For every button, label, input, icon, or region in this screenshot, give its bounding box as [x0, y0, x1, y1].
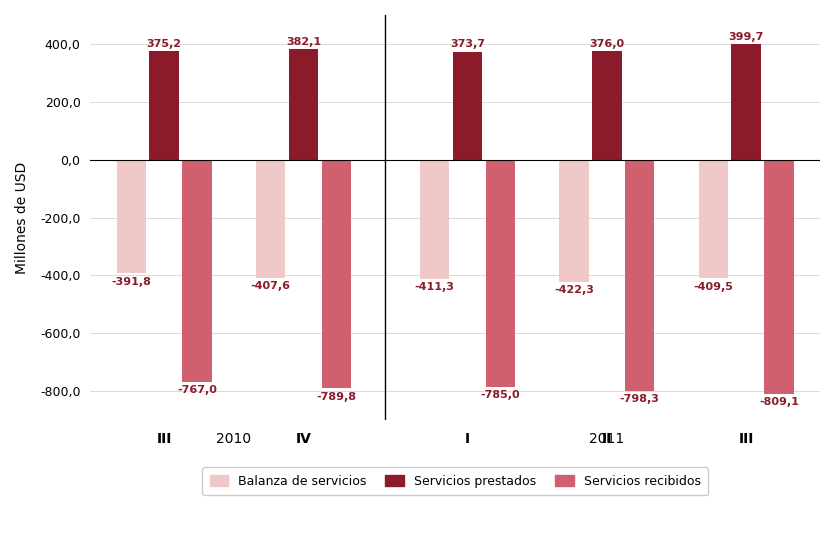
- Bar: [731, 44, 761, 160]
- Legend: Balanza de servicios, Servicios prestados, Servicios recibidos: Balanza de servicios, Servicios prestado…: [202, 467, 708, 495]
- Text: 376,0: 376,0: [590, 39, 625, 49]
- Text: 375,2: 375,2: [147, 39, 182, 49]
- Y-axis label: Millones de USD: Millones de USD: [15, 161, 29, 274]
- Bar: [149, 51, 179, 160]
- Text: 2010: 2010: [216, 432, 251, 446]
- Text: -422,3: -422,3: [554, 286, 594, 296]
- Text: -789,8: -789,8: [316, 392, 357, 402]
- Bar: [592, 51, 621, 160]
- Text: 373,7: 373,7: [450, 39, 485, 49]
- Bar: [117, 160, 146, 273]
- Text: -409,5: -409,5: [694, 282, 733, 292]
- Bar: [256, 160, 286, 278]
- Text: -391,8: -391,8: [111, 277, 151, 287]
- Text: -809,1: -809,1: [759, 398, 799, 407]
- Text: 382,1: 382,1: [286, 37, 321, 47]
- Text: -767,0: -767,0: [177, 385, 217, 395]
- Bar: [625, 160, 655, 391]
- Bar: [764, 160, 794, 394]
- Text: -798,3: -798,3: [620, 394, 660, 404]
- Bar: [559, 160, 589, 282]
- Text: -407,6: -407,6: [250, 281, 291, 291]
- Bar: [699, 160, 728, 278]
- Bar: [321, 160, 351, 388]
- Bar: [420, 160, 449, 279]
- Text: 399,7: 399,7: [728, 32, 764, 41]
- Bar: [453, 52, 483, 160]
- Bar: [289, 49, 318, 160]
- Text: -785,0: -785,0: [480, 390, 520, 400]
- Bar: [485, 160, 515, 387]
- Text: 2011: 2011: [590, 432, 625, 446]
- Text: -411,3: -411,3: [415, 282, 454, 292]
- Bar: [182, 160, 211, 382]
